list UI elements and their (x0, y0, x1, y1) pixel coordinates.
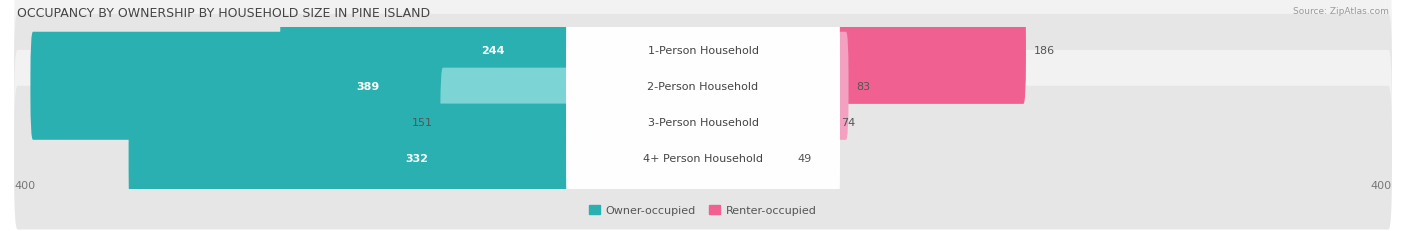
FancyBboxPatch shape (700, 0, 1026, 104)
Text: 74: 74 (841, 117, 855, 127)
FancyBboxPatch shape (700, 68, 832, 176)
Text: 83: 83 (856, 81, 870, 91)
FancyBboxPatch shape (567, 17, 839, 156)
Text: 186: 186 (1033, 46, 1054, 56)
Text: 2-Person Household: 2-Person Household (647, 81, 759, 91)
FancyBboxPatch shape (14, 0, 1392, 122)
FancyBboxPatch shape (280, 0, 706, 104)
Text: 3-Person Household: 3-Person Household (648, 117, 758, 127)
FancyBboxPatch shape (440, 68, 706, 176)
FancyBboxPatch shape (14, 15, 1392, 158)
FancyBboxPatch shape (14, 86, 1392, 229)
FancyBboxPatch shape (700, 104, 790, 212)
Text: 244: 244 (481, 46, 505, 56)
FancyBboxPatch shape (14, 51, 1392, 194)
Text: 49: 49 (797, 153, 813, 163)
Text: Source: ZipAtlas.com: Source: ZipAtlas.com (1294, 7, 1389, 16)
FancyBboxPatch shape (700, 33, 849, 140)
Text: 389: 389 (356, 81, 380, 91)
Text: 332: 332 (405, 153, 429, 163)
Text: OCCUPANCY BY OWNERSHIP BY HOUSEHOLD SIZE IN PINE ISLAND: OCCUPANCY BY OWNERSHIP BY HOUSEHOLD SIZE… (17, 7, 430, 20)
Text: 1-Person Household: 1-Person Household (648, 46, 758, 56)
FancyBboxPatch shape (31, 33, 706, 140)
FancyBboxPatch shape (128, 104, 706, 212)
Legend: Owner-occupied, Renter-occupied: Owner-occupied, Renter-occupied (585, 200, 821, 219)
Text: 151: 151 (412, 117, 433, 127)
Text: 400: 400 (14, 180, 35, 190)
Text: 4+ Person Household: 4+ Person Household (643, 153, 763, 163)
Text: 400: 400 (1371, 180, 1392, 190)
FancyBboxPatch shape (567, 52, 839, 192)
FancyBboxPatch shape (567, 0, 839, 120)
FancyBboxPatch shape (567, 88, 839, 228)
